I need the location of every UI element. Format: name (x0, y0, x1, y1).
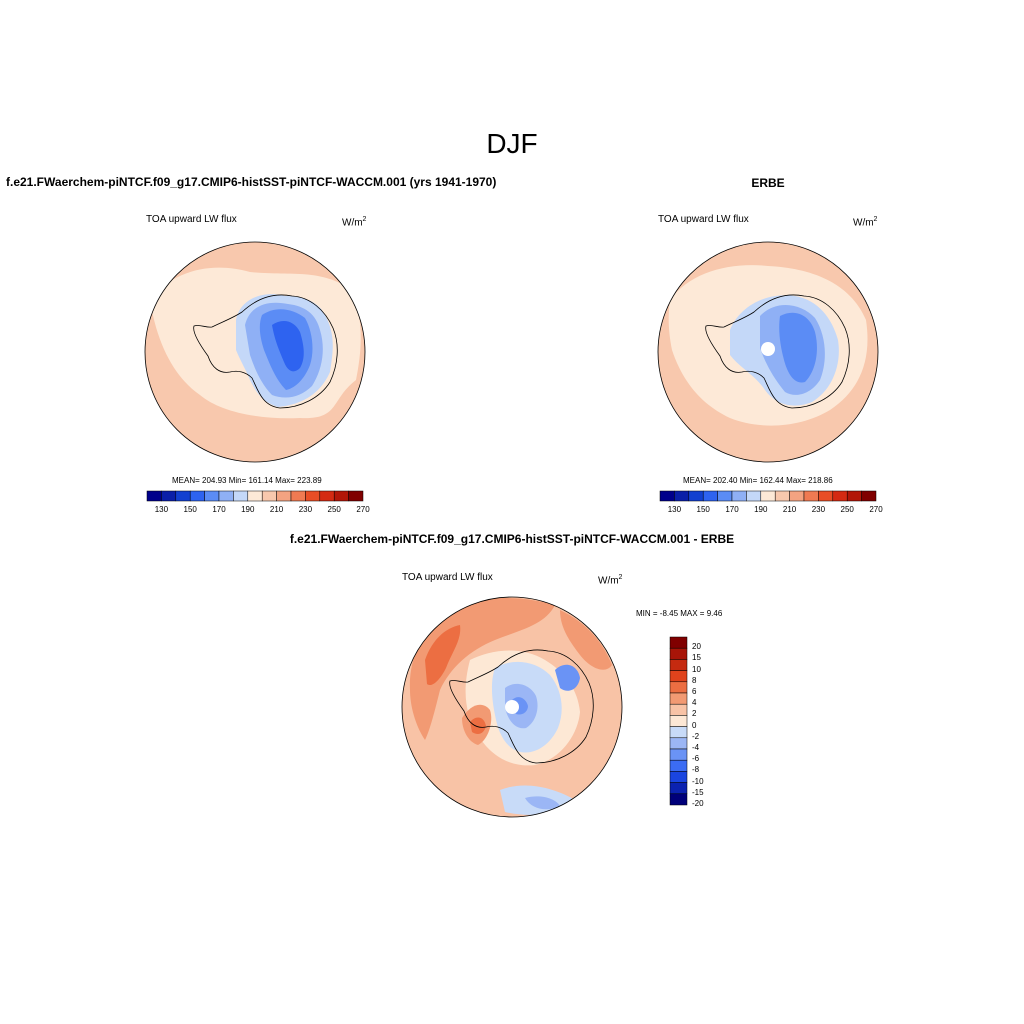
diff-colorbar-swatch (669, 659, 688, 671)
diff-stats: MIN = -8.45 MAX = 9.46 (636, 609, 723, 618)
diff-panel-title: f.e21.FWaerchem-piNTCF.f09_g17.CMIP6-his… (289, 532, 735, 546)
diff-colorbar-swatch (669, 715, 688, 727)
obs-colorbar-swatch (861, 490, 877, 502)
diff-colorbar-swatch (669, 737, 688, 750)
diff-colorbar-swatch (669, 636, 688, 649)
model-colorbar-swatch (290, 490, 306, 502)
obs-colorbar-swatch (688, 490, 704, 502)
model-colorbar-swatch (319, 490, 335, 502)
obs-colorbar-swatch (702, 490, 718, 502)
diff-colorbar-swatch (669, 692, 688, 705)
diff-colorbar-tick-label: -2 (692, 731, 700, 741)
diff-colorbar-swatch (669, 748, 688, 761)
diff-colorbar-tick-label: -20 (692, 799, 704, 808)
diff-colorbar-swatch (669, 759, 688, 772)
obs-panel-title: ERBE (751, 176, 785, 190)
model-colorbar-tick-label: 170 (212, 505, 226, 514)
model-colorbar-swatch (305, 490, 321, 502)
obs-colorbar-swatch (731, 490, 747, 502)
diff-colorbar-tick-label: 15 (692, 653, 701, 663)
diff-colorbar-tick-label: 8 (692, 675, 697, 685)
diff-colorbar-tick-label: 10 (692, 664, 701, 674)
diff-colorbar-tick-label: 0 (692, 720, 697, 730)
model-units-label: W/m2 (342, 216, 367, 229)
obs-map (657, 241, 879, 463)
diff-colorbar-swatch (669, 703, 688, 716)
model-colorbar-tick-label: 210 (269, 505, 284, 514)
diff-colorbar-swatch (669, 681, 688, 694)
model-colorbar-swatch (247, 490, 263, 502)
diff-colorbar-tick-label: -6 (692, 754, 700, 764)
model-colorbar-swatch (218, 490, 234, 502)
model-colorbar-swatch (276, 490, 292, 502)
diff-units-label: W/m2 (598, 574, 623, 587)
obs-colorbar-swatch (659, 490, 675, 502)
model-variable-label: TOA upward LW flux (146, 214, 237, 225)
diff-colorbar (669, 636, 688, 806)
obs-colorbar (659, 490, 877, 502)
diff-colorbar-tick-label: 4 (692, 698, 697, 708)
obs-colorbar-swatch (760, 490, 776, 502)
diff-colorbar-swatch (669, 670, 688, 683)
obs-stats: MEAN= 202.40 Min= 162.44 Max= 218.86 (683, 476, 833, 485)
obs-colorbar-swatch (774, 490, 790, 502)
obs-colorbar-swatch (803, 490, 819, 502)
model-map (144, 241, 366, 463)
model-colorbar-tick-label: 250 (327, 505, 341, 514)
diff-colorbar-swatch (669, 726, 688, 739)
model-panel-title: f.e21.FWaerchem-piNTCF.f09_g17.CMIP6-his… (6, 175, 497, 189)
obs-colorbar-tick-label: 230 (811, 505, 826, 514)
obs-colorbar-tick-label: 170 (725, 505, 739, 514)
model-colorbar-swatch (261, 490, 277, 502)
obs-colorbar-swatch (717, 490, 733, 502)
obs-colorbar-tick-label: 130 (667, 505, 682, 514)
model-colorbar-swatch (189, 490, 205, 502)
obs-colorbar-swatch (674, 490, 690, 502)
obs-variable-label: TOA upward LW flux (658, 214, 749, 225)
obs-colorbar-swatch (789, 490, 805, 502)
model-colorbar-swatch (204, 490, 220, 502)
model-colorbar-tick-label: 230 (298, 505, 313, 514)
diff-colorbar-tick-label: -8 (692, 765, 700, 775)
obs-units-label: W/m2 (853, 216, 878, 229)
diff-map (401, 596, 623, 818)
model-stats: MEAN= 204.93 Min= 161.14 Max= 223.89 (172, 476, 322, 485)
obs-colorbar-swatch (832, 490, 848, 502)
diff-colorbar-swatch (669, 647, 688, 660)
obs-colorbar-tick-label: 250 (840, 505, 854, 514)
diff-colorbar-swatch (669, 771, 688, 783)
model-colorbar-swatch (333, 490, 349, 502)
model-colorbar-tick-label: 150 (183, 505, 197, 514)
obs-colorbar-tick-label: 150 (696, 505, 710, 514)
diff-colorbar-tick-label: 2 (692, 709, 697, 719)
model-colorbar-swatch (233, 490, 249, 502)
diff-colorbar-tick-label: -4 (692, 743, 700, 752)
figure-title: DJF (486, 128, 538, 159)
model-colorbar-tick-label: 190 (241, 505, 255, 514)
diff-variable-label: TOA upward LW flux (402, 572, 493, 583)
diff-colorbar-tick-label: 6 (692, 687, 697, 696)
obs-colorbar-swatch (846, 490, 862, 502)
obs-colorbar-tick-label: 190 (754, 505, 768, 514)
model-colorbar-tick-label: 270 (356, 505, 370, 514)
model-colorbar-swatch (175, 490, 191, 502)
diff-colorbar-tick-label: -15 (692, 787, 704, 797)
model-colorbar-swatch (146, 490, 162, 502)
obs-colorbar-swatch (818, 490, 834, 502)
model-colorbar-swatch (161, 490, 177, 502)
diff-colorbar-swatch (669, 793, 688, 806)
diff-colorbar-swatch (669, 782, 688, 795)
model-colorbar-tick-label: 130 (154, 505, 169, 514)
model-colorbar (146, 490, 364, 502)
obs-colorbar-tick-label: 270 (869, 505, 883, 514)
obs-colorbar-swatch (746, 490, 762, 502)
obs-colorbar-tick-label: 210 (782, 505, 797, 514)
model-colorbar-swatch (348, 490, 364, 502)
diff-colorbar-tick-label: 20 (692, 642, 701, 652)
diff-colorbar-tick-label: -10 (692, 776, 704, 786)
